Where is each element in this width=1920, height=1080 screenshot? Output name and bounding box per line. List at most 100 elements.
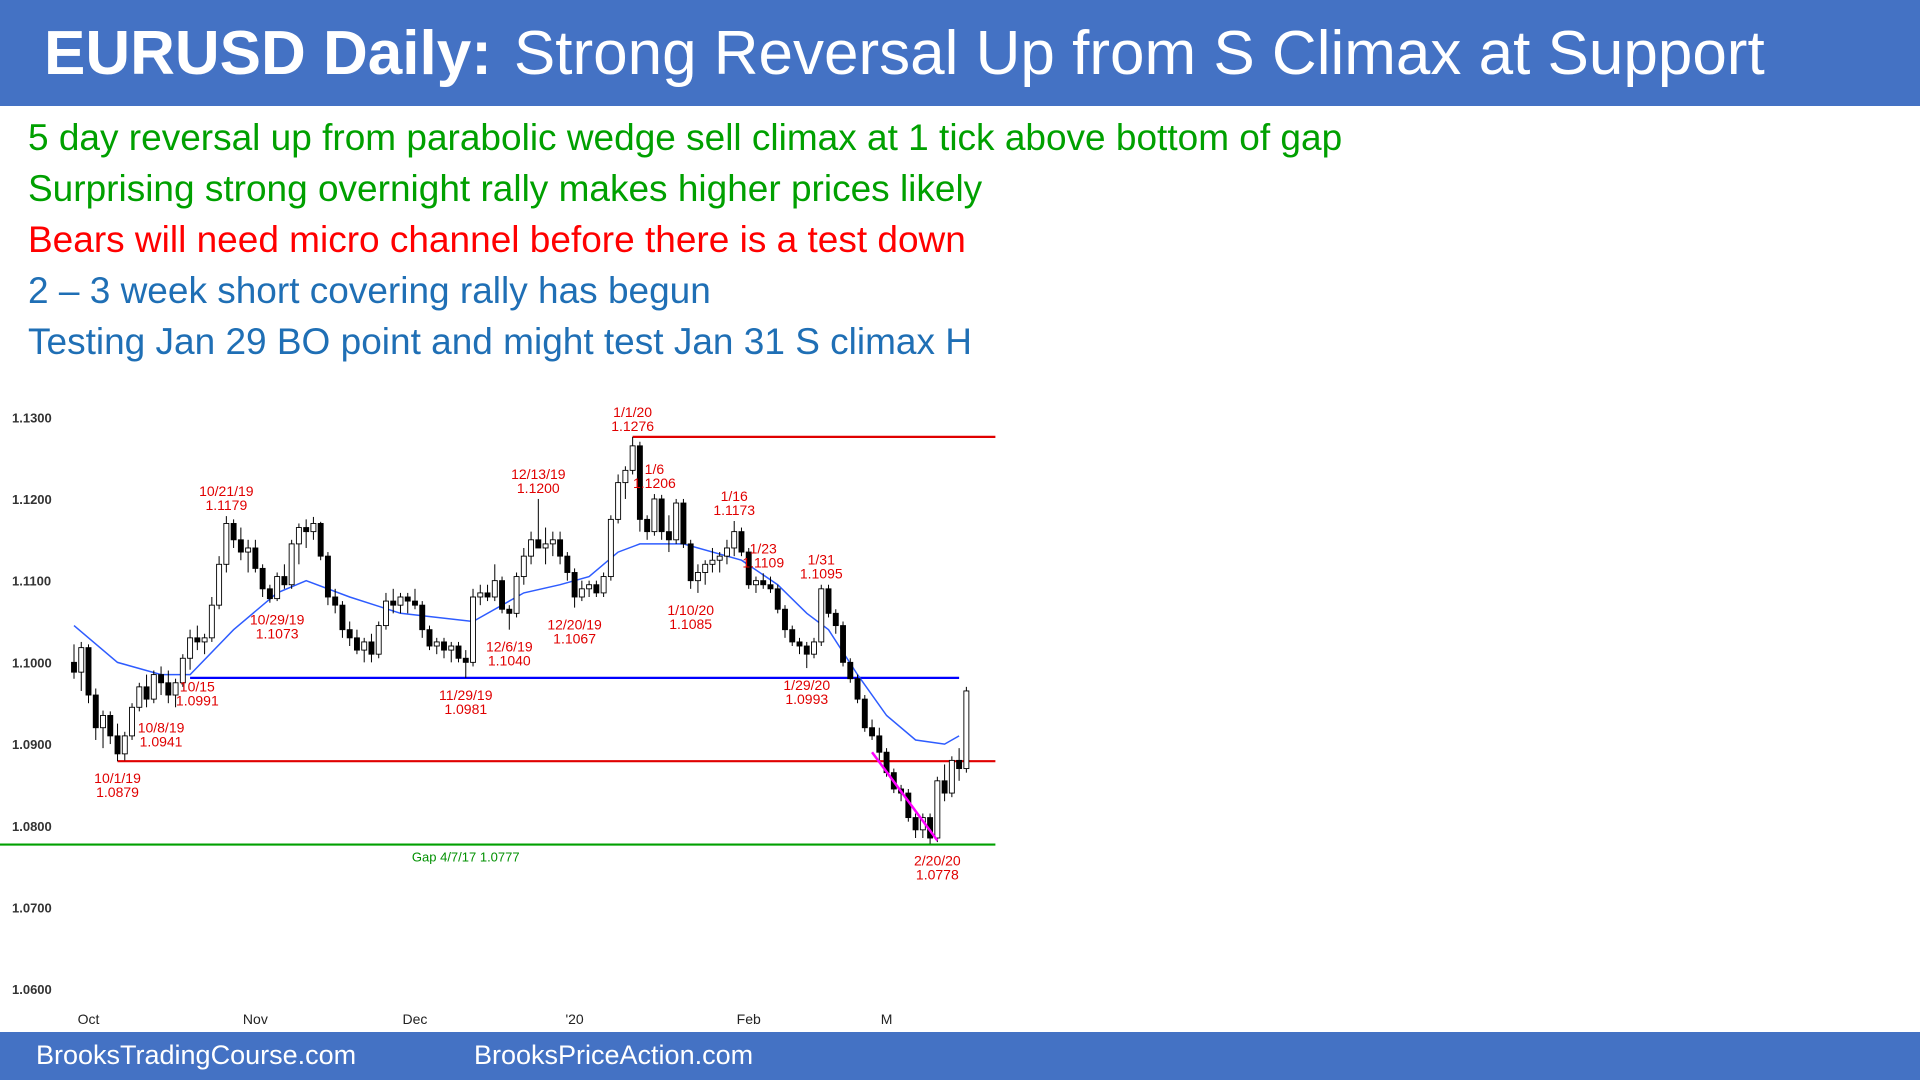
bear-candle <box>441 641 447 651</box>
bull-candle <box>818 588 825 643</box>
bull-candle <box>78 647 85 673</box>
gap-label: Gap 4/7/17 1.0777 <box>412 850 520 865</box>
bull-candle <box>129 706 135 737</box>
bull-candle <box>811 641 817 655</box>
bull-candle <box>520 555 527 578</box>
annotation-date: 2/20/20 <box>914 853 961 869</box>
annotation-price: 1.1040 <box>488 653 531 669</box>
bear-candle <box>114 735 121 755</box>
bull-candle <box>702 563 709 573</box>
annotation-date: 1/6 <box>645 461 665 477</box>
bear-candle <box>687 543 694 582</box>
bear-candle <box>165 682 172 696</box>
bull-candle <box>397 596 404 606</box>
footer-link-price-action[interactable]: BrooksPriceAction.com <box>474 1040 754 1070</box>
annotation-date: 10/29/19 <box>250 612 305 628</box>
bear-candle <box>745 551 752 586</box>
title-symbol: EURUSD Daily: <box>44 18 492 88</box>
bull-candle <box>716 555 723 561</box>
bull-candle <box>948 759 955 794</box>
annotation-price: 1.0879 <box>96 784 139 800</box>
bull-candle <box>600 576 607 594</box>
title-text: Strong Reversal Up from S Climax at Supp… <box>513 18 1765 88</box>
bear-candle <box>455 645 462 659</box>
bear-candle <box>252 547 259 569</box>
bull-candle <box>433 641 440 647</box>
annotation-date: 1/1/20 <box>613 404 652 420</box>
commentary: 5 day reversal up from parabolic wedge s… <box>28 112 1342 367</box>
y-tick-label: 1.0900 <box>12 737 52 752</box>
bull-candle <box>179 657 186 684</box>
bull-candle <box>274 576 281 600</box>
bull-candle <box>586 584 593 590</box>
bear-candle <box>71 661 77 673</box>
bull-candle <box>528 539 535 557</box>
bear-candle <box>412 600 418 606</box>
bull-candle <box>607 518 614 578</box>
bull-candle <box>673 502 680 541</box>
moving-average-line <box>73 543 960 745</box>
bull-candle <box>934 780 941 839</box>
bear-candle <box>680 502 687 545</box>
bear-candle <box>339 604 346 631</box>
y-tick-label: 1.0600 <box>12 982 52 997</box>
bear-candle <box>426 629 433 647</box>
annotation-price: 1.1067 <box>553 631 596 647</box>
bear-candle <box>832 612 839 627</box>
bear-candle <box>644 518 651 533</box>
x-tick-label: Nov <box>243 1011 268 1027</box>
bear-candle <box>107 715 114 737</box>
bull-candle <box>172 682 179 696</box>
bear-candle <box>404 596 411 602</box>
bull-candle <box>201 637 208 643</box>
bull-candle <box>622 469 629 484</box>
annotation-price: 1.0993 <box>785 691 828 707</box>
bear-candle <box>368 641 375 655</box>
bull-candle <box>470 596 476 663</box>
annotation-date: 1/10/20 <box>667 602 714 618</box>
annotation-price: 1.0941 <box>140 734 183 750</box>
bull-candle <box>310 523 317 533</box>
annotation-price: 1.0778 <box>916 867 959 883</box>
bear-candle <box>760 580 767 586</box>
bear-candle <box>266 588 273 600</box>
annotation-date: 1/31 <box>808 552 835 568</box>
bear-candle <box>658 498 665 533</box>
bear-candle <box>332 596 339 606</box>
bull-candle <box>542 543 549 549</box>
bear-candle <box>143 686 150 700</box>
bull-candle <box>245 547 252 553</box>
bear-candle <box>767 584 774 590</box>
bear-candle <box>557 539 564 557</box>
annotation-price: 1.1109 <box>742 554 784 570</box>
y-tick-label: 1.1200 <box>12 492 52 507</box>
annotation-price: 1.0981 <box>444 701 487 717</box>
bull-candle <box>694 572 701 582</box>
bear-candle <box>789 629 796 643</box>
bull-candle <box>223 523 230 565</box>
bear-candle <box>854 678 861 700</box>
bear-candle <box>665 531 672 541</box>
x-tick-label: Dec <box>403 1011 428 1027</box>
bull-candle <box>216 563 223 606</box>
annotation-price: 1.1095 <box>800 566 843 582</box>
footer-bar: BrooksTradingCourse.com BrooksPriceActio… <box>0 1032 1920 1080</box>
wedge-channel-line <box>871 751 939 842</box>
bull-candle <box>549 539 556 545</box>
bear-candle <box>593 584 600 594</box>
annotation-date: 10/15 <box>180 679 215 695</box>
bull-candle <box>491 580 498 598</box>
bear-candle <box>876 735 883 753</box>
y-tick-label: 1.1100 <box>12 574 51 589</box>
bull-candle <box>963 690 970 770</box>
commentary-line-1: 5 day reversal up from parabolic wedge s… <box>28 117 1343 158</box>
annotation-price: 1.1179 <box>205 497 247 513</box>
bull-candle <box>361 641 368 651</box>
y-tick-label: 1.1000 <box>12 655 52 670</box>
bull-candle <box>136 686 143 708</box>
footer-link-trading-course[interactable]: BrooksTradingCourse.com <box>36 1040 357 1070</box>
annotation-date: 12/6/19 <box>486 639 533 655</box>
bull-candle <box>150 674 157 700</box>
bull-candle <box>295 527 302 545</box>
bear-candle <box>462 657 469 663</box>
